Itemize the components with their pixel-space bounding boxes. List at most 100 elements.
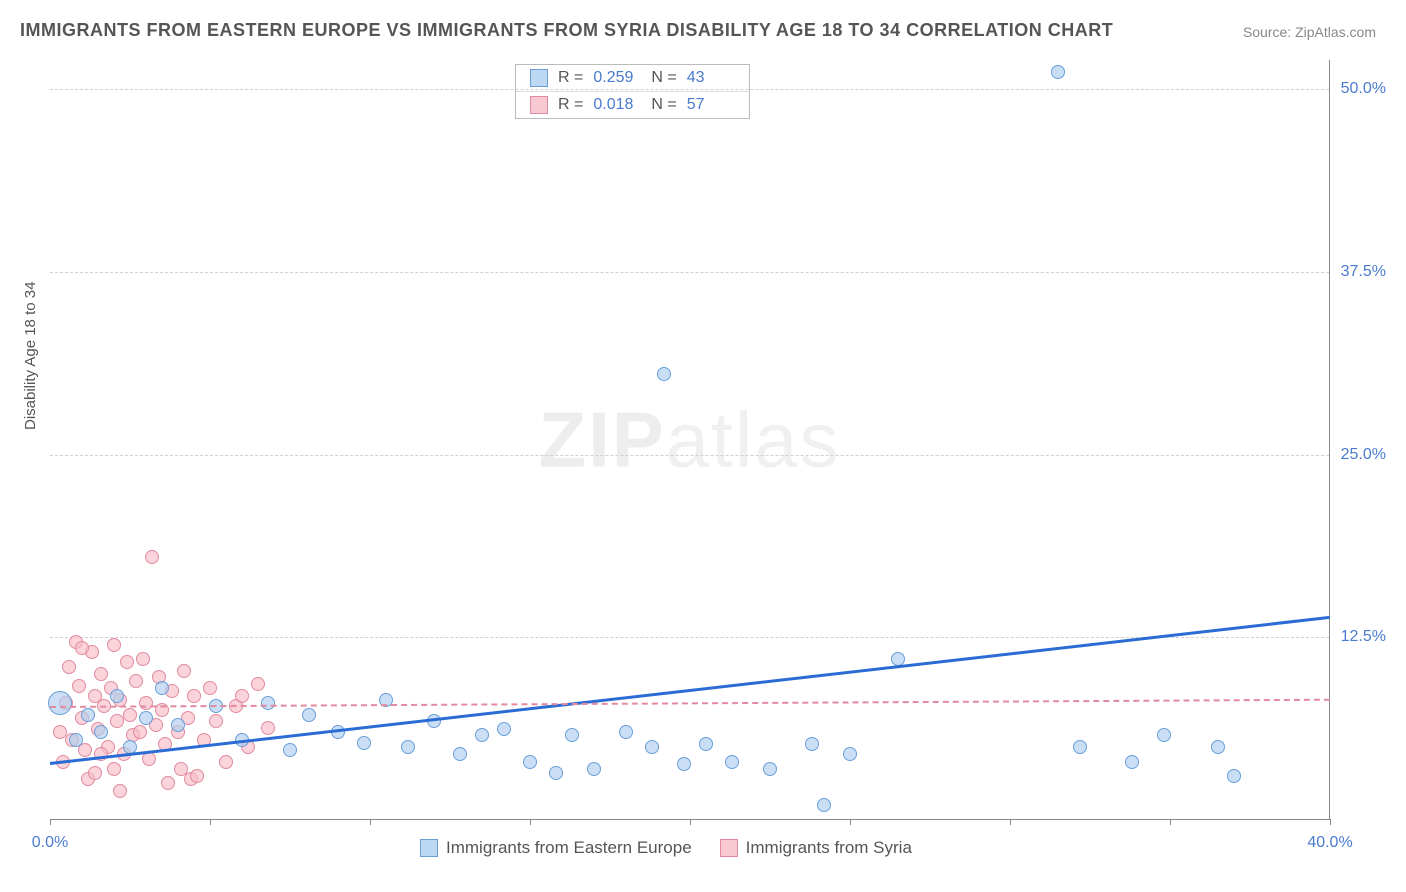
r-label: R = [558,69,583,87]
y-axis-label: Disability Age 18 to 34 [22,282,39,430]
data-point [81,708,95,722]
x-tick-label: 40.0% [1307,834,1352,852]
legend-item-eastern-europe: Immigrants from Eastern Europe [420,838,692,858]
n-value: 57 [687,96,735,114]
data-point [177,664,191,678]
x-tick [1170,819,1171,825]
data-point [587,762,601,776]
data-point [69,733,83,747]
x-tick [1010,819,1011,825]
data-point [161,776,175,790]
x-tick [530,819,531,825]
data-point [120,655,134,669]
source-attribution: Source: ZipAtlas.com [1243,24,1376,40]
data-point [75,641,89,655]
plot-area: ZIPatlas R = 0.259 N = 43 R = 0.018 N = … [50,60,1330,820]
x-tick [50,819,51,825]
chart-title: IMMIGRANTS FROM EASTERN EUROPE VS IMMIGR… [20,20,1113,41]
data-point [133,725,147,739]
data-point [53,725,67,739]
data-point [1073,740,1087,754]
swatch-icon [720,839,738,857]
y-tick-label: 12.5% [1341,628,1386,646]
data-point [1211,740,1225,754]
swatch-icon [420,839,438,857]
data-point [549,766,563,780]
data-point [145,550,159,564]
data-point [677,757,691,771]
data-point [88,766,102,780]
data-point [48,691,72,715]
r-value: 0.259 [593,69,641,87]
data-point [136,652,150,666]
data-point [725,755,739,769]
data-point [1051,65,1065,79]
data-point [251,677,265,691]
data-point [401,740,415,754]
data-point [497,722,511,736]
y-tick-label: 25.0% [1341,446,1386,464]
swatch-icon [530,96,548,114]
data-point [453,747,467,761]
data-point [139,711,153,725]
gridline [50,455,1329,456]
stats-row-eastern-europe: R = 0.259 N = 43 [516,65,749,91]
data-point [235,689,249,703]
data-point [565,728,579,742]
r-label: R = [558,96,583,114]
n-label: N = [651,96,676,114]
data-point [283,743,297,757]
data-point [261,696,275,710]
data-point [139,696,153,710]
data-point [187,689,201,703]
x-tick [210,819,211,825]
data-point [619,725,633,739]
data-point [110,689,124,703]
stats-legend: R = 0.259 N = 43 R = 0.018 N = 57 [515,64,750,119]
data-point [123,708,137,722]
x-tick [850,819,851,825]
data-point [261,721,275,735]
data-point [78,743,92,757]
data-point [657,367,671,381]
data-point [219,755,233,769]
legend-item-syria: Immigrants from Syria [720,838,912,858]
x-tick [690,819,691,825]
data-point [209,714,223,728]
x-tick-label: 0.0% [32,834,68,852]
gridline [50,89,1329,90]
data-point [1157,728,1171,742]
gridline [50,272,1329,273]
x-tick [370,819,371,825]
x-tick [1330,819,1331,825]
data-point [1227,769,1241,783]
legend-label: Immigrants from Eastern Europe [446,838,692,858]
swatch-icon [530,69,548,87]
n-label: N = [651,69,676,87]
data-point [107,762,121,776]
watermark: ZIPatlas [538,394,840,485]
data-point [94,667,108,681]
data-point [113,784,127,798]
legend-label: Immigrants from Syria [746,838,912,858]
data-point [129,674,143,688]
data-point [1125,755,1139,769]
data-point [763,762,777,776]
data-point [523,755,537,769]
y-tick-label: 37.5% [1341,263,1386,281]
data-point [190,769,204,783]
data-point [94,725,108,739]
r-value: 0.018 [593,96,641,114]
y-tick-label: 50.0% [1341,80,1386,98]
data-point [817,798,831,812]
data-point [699,737,713,751]
n-value: 43 [687,69,735,87]
data-point [171,718,185,732]
data-point [805,737,819,751]
data-point [357,736,371,750]
data-point [72,679,86,693]
data-point [203,681,217,695]
data-point [645,740,659,754]
data-point [155,681,169,695]
bottom-legend: Immigrants from Eastern Europe Immigrant… [420,838,912,858]
